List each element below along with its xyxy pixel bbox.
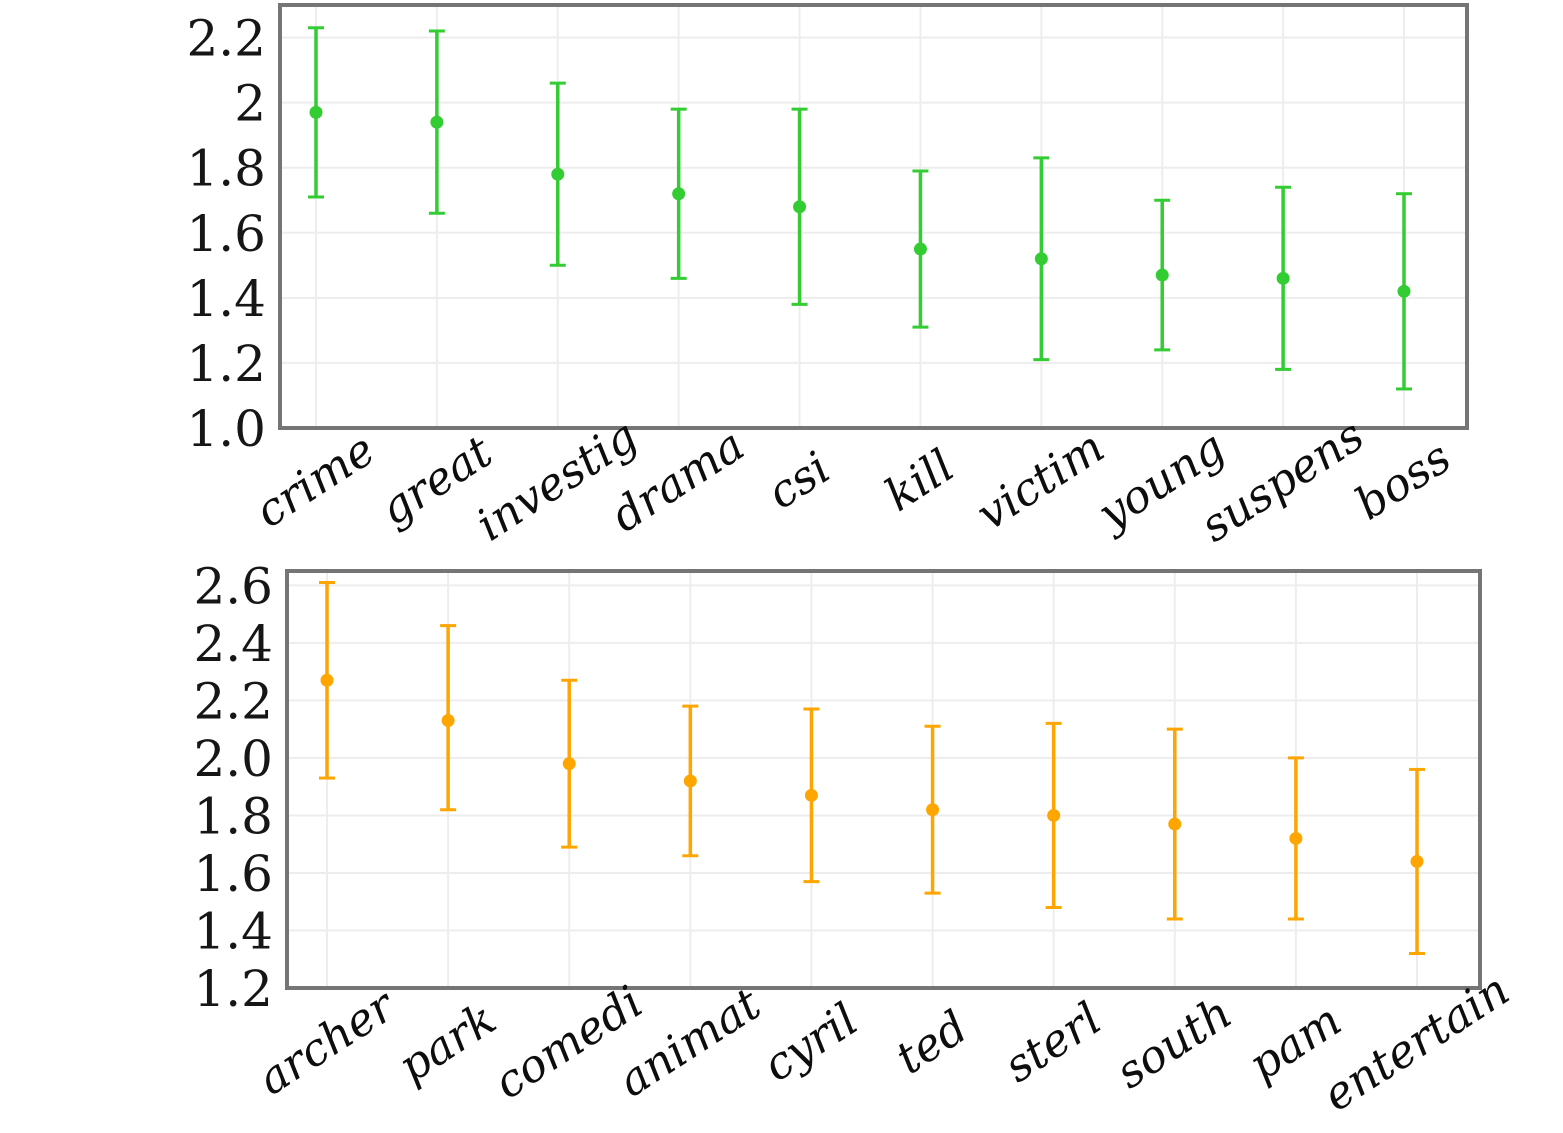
data-point xyxy=(551,167,565,181)
data-point xyxy=(430,115,444,129)
y-tick-label: 2.0 xyxy=(193,730,273,788)
data-point xyxy=(793,200,807,214)
y-tick-label: 2.6 xyxy=(193,557,273,615)
data-point xyxy=(1397,284,1411,298)
y-tick-label: 1.2 xyxy=(193,960,273,1018)
data-point xyxy=(1047,808,1061,822)
y-tick-label: 2.4 xyxy=(193,615,273,673)
y-tick-label: 2.2 xyxy=(193,672,273,730)
y-tick-label: 1.0 xyxy=(186,400,266,458)
data-point xyxy=(1289,831,1303,845)
data-point xyxy=(1034,252,1048,266)
y-tick-label: 1.6 xyxy=(186,205,266,263)
data-point xyxy=(672,187,686,201)
data-point xyxy=(1168,817,1182,831)
y-tick-label: 2.2 xyxy=(186,10,266,68)
y-tick-label: 1.8 xyxy=(186,140,266,198)
data-point xyxy=(926,803,940,817)
y-tick-label: 1.2 xyxy=(186,335,266,393)
data-point xyxy=(913,242,927,256)
data-point xyxy=(1276,271,1290,285)
data-point xyxy=(309,105,323,119)
y-tick-label: 2 xyxy=(234,75,266,133)
y-tick-label: 1.6 xyxy=(193,845,273,903)
plot-border xyxy=(278,3,1469,430)
y-tick-label: 1.8 xyxy=(193,787,273,845)
data-point xyxy=(562,757,576,771)
data-point xyxy=(1155,268,1169,282)
plot-border xyxy=(285,569,1482,990)
data-point xyxy=(804,788,818,802)
data-point xyxy=(320,673,334,687)
data-point xyxy=(441,714,455,728)
data-point xyxy=(683,774,697,788)
y-tick-label: 1.4 xyxy=(186,270,266,328)
data-point xyxy=(1410,854,1424,868)
y-tick-label: 1.4 xyxy=(193,902,273,960)
